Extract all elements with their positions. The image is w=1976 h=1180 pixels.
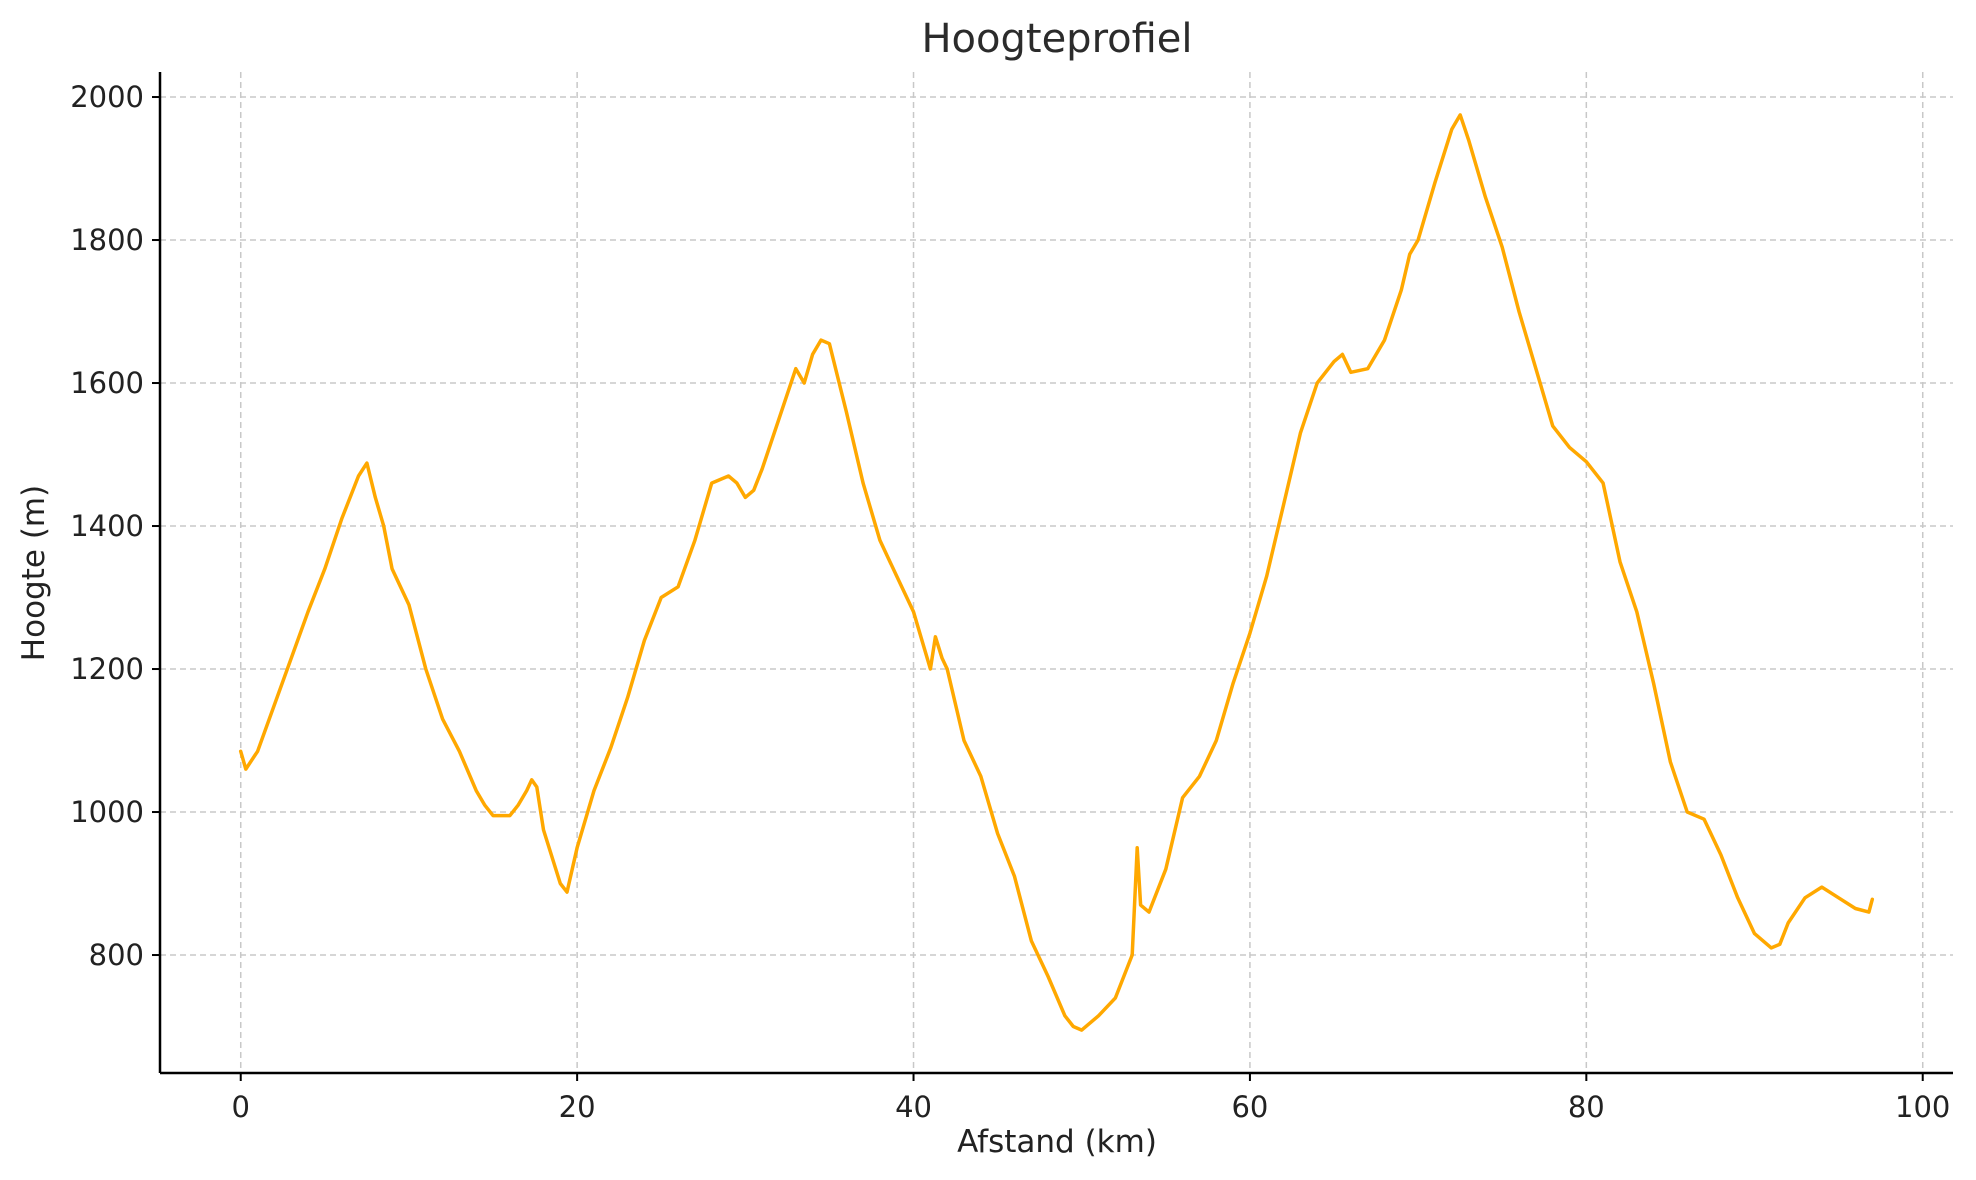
x-tick-label: 0 <box>232 1090 250 1124</box>
x-tick-label: 80 <box>1568 1090 1605 1124</box>
y-tick-label: 800 <box>89 938 144 972</box>
y-tick-label: 1200 <box>70 652 144 686</box>
elevation-series-line <box>238 113 1875 1032</box>
chart-title: Hoogteprofiel <box>921 16 1192 62</box>
y-tick-label: 1400 <box>70 509 144 543</box>
x-tick-label: 20 <box>559 1090 596 1124</box>
x-tick-label: 60 <box>1231 1090 1268 1124</box>
y-tick-label: 2000 <box>70 80 144 114</box>
x-axis-label: Afstand (km) <box>957 1124 1157 1160</box>
x-tick-label: 100 <box>1895 1090 1950 1124</box>
series-layer <box>238 113 1875 1032</box>
y-tick-label: 1000 <box>70 795 144 829</box>
axes-spines <box>158 72 1953 1075</box>
ticks-layer: 0 20 40 60 80 100 800 1000 1200 1400 1600 1800 2000 <box>70 80 1950 1124</box>
y-tick-label: 1600 <box>70 366 144 400</box>
y-tick-label: 1800 <box>70 223 144 257</box>
grid-layer <box>160 72 1953 1073</box>
y-axis-label: Hoogte (m) <box>16 485 52 661</box>
x-tick-label: 40 <box>895 1090 932 1124</box>
